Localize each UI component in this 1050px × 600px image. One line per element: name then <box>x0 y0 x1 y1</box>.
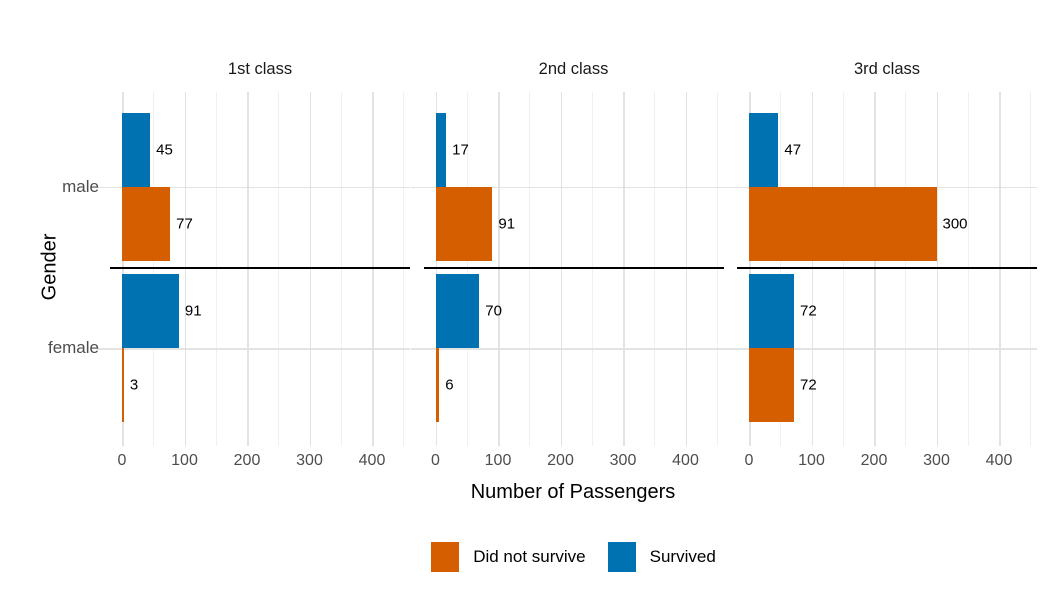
x-gridline-major <box>749 92 751 446</box>
x-tick-label: 100 <box>484 452 512 469</box>
x-gridline-minor <box>466 92 468 446</box>
x-gridline-minor <box>716 92 718 446</box>
legend-swatch-survived <box>607 541 636 572</box>
facet-panel-2nd-class: 17 91 70 6 <box>410 92 724 446</box>
y-gridline-female <box>724 348 1037 350</box>
gender-separator-line <box>423 266 724 269</box>
bar-did-not-survive-female-value-label: 3 <box>129 376 139 394</box>
x-gridline-major <box>247 92 249 446</box>
x-gridline-minor <box>403 92 405 446</box>
bar-did-not-survive-male <box>435 186 493 261</box>
x-gridline-minor <box>967 92 969 446</box>
y-axis-title: Gender <box>38 233 61 301</box>
bar-did-not-survive-female <box>122 348 124 422</box>
legend-item-survived: Survived <box>607 541 716 572</box>
bar-did-not-survive-male-value-label: 91 <box>498 215 516 232</box>
x-gridline-minor <box>591 92 593 446</box>
x-axis-title: Number of Passengers <box>470 481 676 503</box>
x-gridline-major <box>435 92 437 446</box>
x-tick-label: 400 <box>985 452 1013 469</box>
x-gridline-minor <box>654 92 656 446</box>
x-tick-label: 300 <box>609 452 637 469</box>
bar-survived-female <box>749 274 794 348</box>
bar-did-not-survive-female-value-label: 6 <box>445 376 454 394</box>
facet-panel-1st-class: 45 77 91 3 <box>97 92 410 446</box>
x-tick-label: 0 <box>431 452 440 469</box>
x-gridline-major <box>623 92 625 446</box>
x-gridline-minor <box>780 92 782 446</box>
y-gridline-female <box>97 348 410 350</box>
x-tick-label: 200 <box>233 452 261 469</box>
legend-label-did-not-survive: Did not survive <box>473 546 586 566</box>
legend: Did not survive Survived <box>110 541 1037 572</box>
bar-did-not-survive-male <box>749 186 937 261</box>
legend-label-survived: Survived <box>649 546 716 566</box>
bar-did-not-survive-female <box>749 348 794 422</box>
x-gridline-major <box>122 92 124 446</box>
bar-did-not-survive-female-value-label: 72 <box>800 376 817 394</box>
y-gridline-female <box>410 348 724 350</box>
x-gridline-minor <box>529 92 531 446</box>
bar-survived-male-value-label: 17 <box>452 141 469 158</box>
bar-did-not-survive-male-value-label: 77 <box>176 215 193 232</box>
bar-survived-female-value-label: 70 <box>485 302 502 320</box>
x-gridline-major <box>184 92 186 446</box>
facet-strip-2nd-class: 2nd class <box>538 60 609 78</box>
y-gridline-male <box>97 186 410 188</box>
x-gridline-minor <box>278 92 280 446</box>
facet-strip-3rd-class: 3rd class <box>853 60 921 78</box>
x-gridline-major <box>560 92 562 446</box>
bar-survived-male <box>749 112 779 187</box>
bar-survived-female-value-label: 91 <box>184 302 202 320</box>
gender-separator-line <box>737 266 1037 269</box>
bar-survived-female-value-label: 72 <box>800 302 817 320</box>
x-tick-label: 0 <box>117 452 127 469</box>
category-label-male: male <box>62 176 99 196</box>
x-gridline-major <box>309 92 311 446</box>
x-gridline-major <box>936 92 938 446</box>
x-tick-label: 300 <box>296 452 323 469</box>
bar-survived-male-value-label: 47 <box>784 141 802 158</box>
x-gridline-major <box>498 92 500 446</box>
x-gridline-major <box>685 92 687 446</box>
bar-did-not-survive-male-value-label: 300 <box>942 215 968 232</box>
x-tick-label: 200 <box>860 452 888 469</box>
x-gridline-minor <box>1030 92 1032 446</box>
x-gridline-major <box>811 92 813 446</box>
x-tick-label: 400 <box>672 452 699 469</box>
x-tick-label: 0 <box>744 452 754 469</box>
x-gridline-minor <box>905 92 907 446</box>
bar-survived-female <box>435 274 480 348</box>
x-tick-label: 200 <box>547 452 574 469</box>
facet-strip-1st-class: 1st class <box>227 60 293 78</box>
x-tick-label: 100 <box>171 452 198 469</box>
legend-swatch-did-not-survive <box>431 541 460 572</box>
x-tick-label: 400 <box>358 452 386 469</box>
x-gridline-minor <box>842 92 844 446</box>
category-label-female: female <box>47 338 99 357</box>
y-gridline-male <box>410 186 724 188</box>
x-gridline-minor <box>153 92 155 446</box>
gender-separator-line <box>110 266 410 269</box>
bar-did-not-survive-female <box>435 348 440 422</box>
facet-panel-3rd-class: 47 300 72 72 <box>724 92 1037 446</box>
x-tick-label: 100 <box>798 452 825 469</box>
bar-survived-female <box>122 274 179 348</box>
x-gridline-major <box>372 92 374 446</box>
x-gridline-major <box>874 92 876 446</box>
bar-survived-male-value-label: 45 <box>156 141 173 158</box>
bar-survived-male <box>122 112 151 187</box>
bar-did-not-survive-male <box>122 186 171 261</box>
x-gridline-minor <box>340 92 342 446</box>
bar-survived-male <box>435 112 447 187</box>
x-gridline-minor <box>215 92 217 446</box>
legend-item-did-not-survive: Did not survive <box>431 541 586 572</box>
x-gridline-major <box>999 92 1001 446</box>
x-tick-label: 300 <box>923 452 950 469</box>
